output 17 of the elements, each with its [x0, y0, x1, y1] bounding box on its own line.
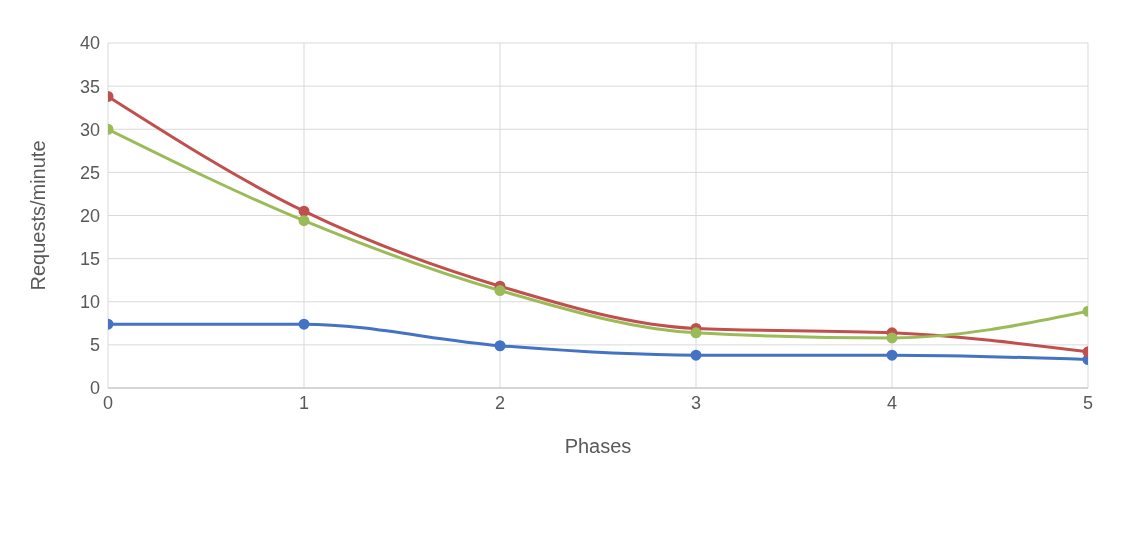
y-tick-label: 0 [89, 378, 100, 399]
y-tick-label: 35 [79, 76, 100, 97]
x-tick-label: 1 [298, 392, 310, 413]
x-tick-label: 2 [494, 392, 506, 413]
y-tick-label: 10 [79, 292, 100, 313]
y-tick-label: 15 [79, 249, 100, 270]
y-tick-label: 40 [79, 33, 100, 54]
x-tick-label: 4 [886, 392, 898, 413]
x-tick-label: 0 [102, 392, 114, 413]
y-tick-label: 5 [89, 335, 100, 356]
x-axis-title: Phases [564, 435, 632, 457]
y-tick-label: 30 [79, 119, 100, 140]
y-axis-title: Requests/minute [27, 140, 50, 291]
x-tick-label: 5 [1082, 392, 1094, 413]
y-tick-label: 25 [79, 162, 100, 183]
x-tick-label: 3 [690, 392, 702, 413]
y-tick-label: 20 [79, 205, 100, 226]
